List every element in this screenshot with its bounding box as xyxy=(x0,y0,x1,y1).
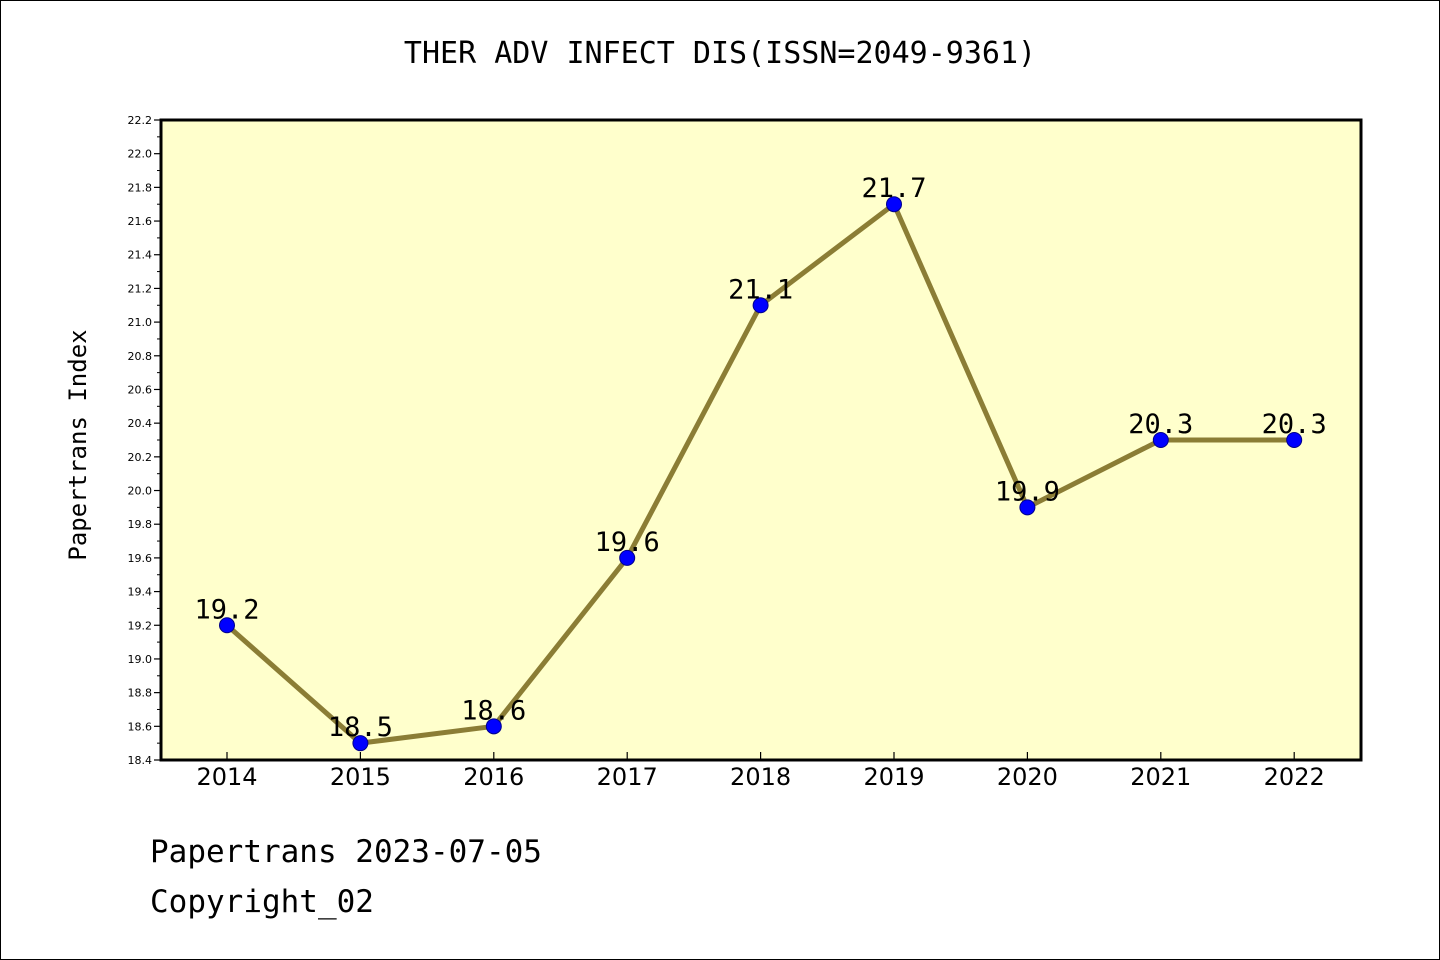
y-tick-label: 21.6 xyxy=(128,215,153,228)
data-point xyxy=(752,297,769,314)
y-tick-label: 19.2 xyxy=(128,619,153,632)
y-tick-label: 20.6 xyxy=(128,383,153,396)
y-axis: 18.4 18.6 18.8 19.0 19.2 19.4 19.6 19.8 20.0 20.2… xyxy=(128,114,161,767)
x-tick-label: 2021 xyxy=(1130,763,1191,791)
x-tick-label: 2018 xyxy=(730,763,791,791)
y-tick-label: 21.4 xyxy=(128,249,153,262)
y-tick-label: 21.0 xyxy=(128,316,153,329)
data-point xyxy=(352,735,369,752)
data-point xyxy=(219,617,235,634)
footer-copyright: Copyright_02 xyxy=(150,884,374,920)
data-label: 20.3 xyxy=(1262,409,1327,440)
y-tick-label: 19.0 xyxy=(128,653,153,666)
x-tick-label: 2016 xyxy=(463,763,524,791)
y-tick-label: 22.0 xyxy=(128,148,153,161)
x-tick-label: 2020 xyxy=(997,763,1058,791)
data-point xyxy=(485,718,502,735)
data-point xyxy=(1286,432,1303,448)
data-label: 19.2 xyxy=(194,594,259,625)
x-axis: 2014 2015 2016 2017 2018 2019 2020 2021 2022 xyxy=(196,752,1325,791)
y-tick-label: 18.6 xyxy=(128,720,153,733)
y-axis-label: Papertrans Index xyxy=(64,329,92,560)
data-label: 18.5 xyxy=(328,712,393,743)
y-tick-label: 22.2 xyxy=(128,114,153,127)
x-tick-label: 2015 xyxy=(330,763,391,791)
x-tick-label: 2014 xyxy=(196,763,257,791)
y-tick-label: 19.8 xyxy=(128,518,153,531)
data-point xyxy=(1152,432,1169,448)
data-series: 19.2 18.5 18.6 19.6 21.1 21.7 19.9 20.3 20.3 xyxy=(194,173,1327,752)
y-tick-label: 21.8 xyxy=(128,181,153,194)
data-label: 19.6 xyxy=(595,527,660,558)
y-tick-label: 20.2 xyxy=(128,451,153,464)
data-label: 21.1 xyxy=(728,274,793,305)
y-tick-label: 21.2 xyxy=(128,282,153,295)
data-point xyxy=(619,549,636,566)
y-tick-label: 19.6 xyxy=(128,552,153,565)
chart-title: THER ADV INFECT DIS(ISSN=2049-9361) xyxy=(403,36,1037,71)
data-label: 20.3 xyxy=(1128,409,1193,440)
footer-date: Papertrans 2023-07-05 xyxy=(150,834,542,870)
x-tick-label: 2022 xyxy=(1264,763,1325,791)
y-tick-label: 20.4 xyxy=(128,417,153,430)
data-label: 19.9 xyxy=(995,476,1060,507)
y-tick-label: 20.0 xyxy=(128,485,153,498)
y-tick-label: 20.8 xyxy=(128,350,153,363)
data-label: 21.7 xyxy=(861,173,926,204)
y-tick-label: 18.4 xyxy=(128,754,153,767)
data-point xyxy=(886,196,902,213)
y-tick-label: 18.8 xyxy=(128,687,153,700)
x-tick-label: 2019 xyxy=(863,763,924,791)
y-tick-label: 19.4 xyxy=(128,586,153,599)
x-tick-label: 2017 xyxy=(597,763,658,791)
data-point xyxy=(1019,499,1036,516)
data-label: 18.6 xyxy=(461,695,526,726)
